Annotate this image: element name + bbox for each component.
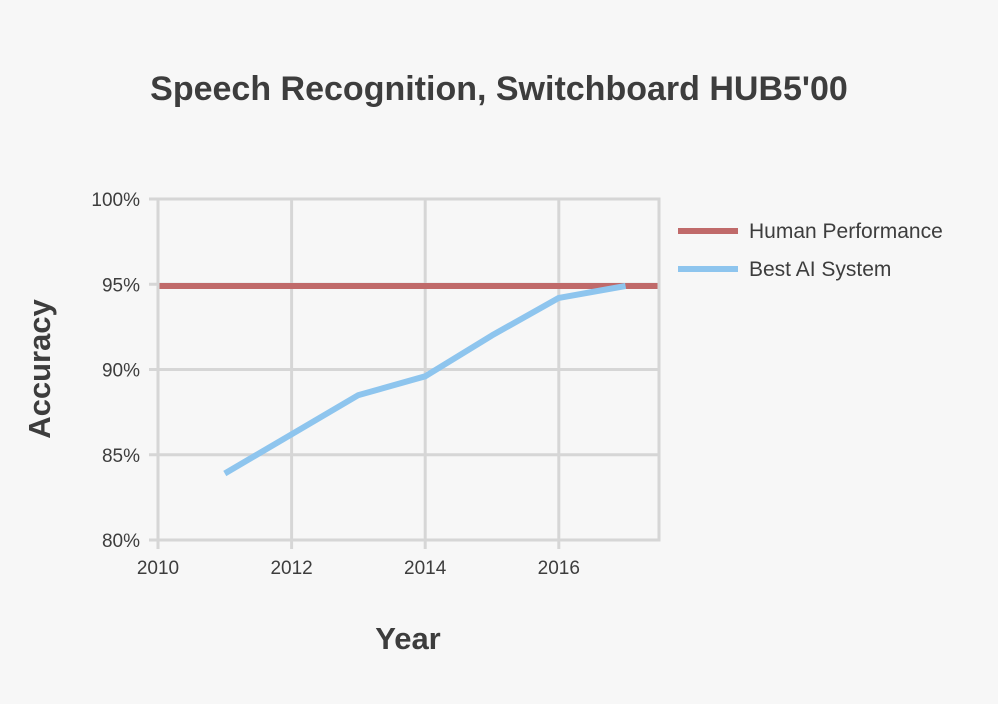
y-tick-label: 85% bbox=[102, 446, 140, 467]
y-tick-label: 80% bbox=[102, 531, 140, 552]
y-tick-label: 95% bbox=[102, 275, 140, 296]
tick-labels: 2010 2012 2014 2016 80% 85% 90% 95% 100% bbox=[91, 190, 580, 579]
x-tick-label: 2016 bbox=[538, 558, 580, 579]
series-layer bbox=[158, 283, 659, 477]
legend-label-human-performance: Human Performance bbox=[749, 220, 943, 243]
y-tick-label: 100% bbox=[91, 190, 140, 211]
x-axis-title: Year bbox=[375, 621, 441, 656]
plot-frame bbox=[156, 197, 661, 542]
x-tick-label: 2012 bbox=[270, 558, 312, 579]
y-tick-label: 90% bbox=[102, 361, 140, 382]
x-tick-label: 2014 bbox=[404, 558, 447, 579]
y-axis-title: Accuracy bbox=[22, 298, 57, 438]
series-line-best-ai-system bbox=[223, 283, 627, 477]
chart-title: Speech Recognition, Switchboard HUB5'00 bbox=[150, 70, 848, 108]
x-tick-label: 2010 bbox=[137, 558, 179, 579]
legend: Human Performance Best AI System bbox=[678, 220, 943, 281]
legend-label-best-ai-system: Best AI System bbox=[749, 258, 891, 281]
